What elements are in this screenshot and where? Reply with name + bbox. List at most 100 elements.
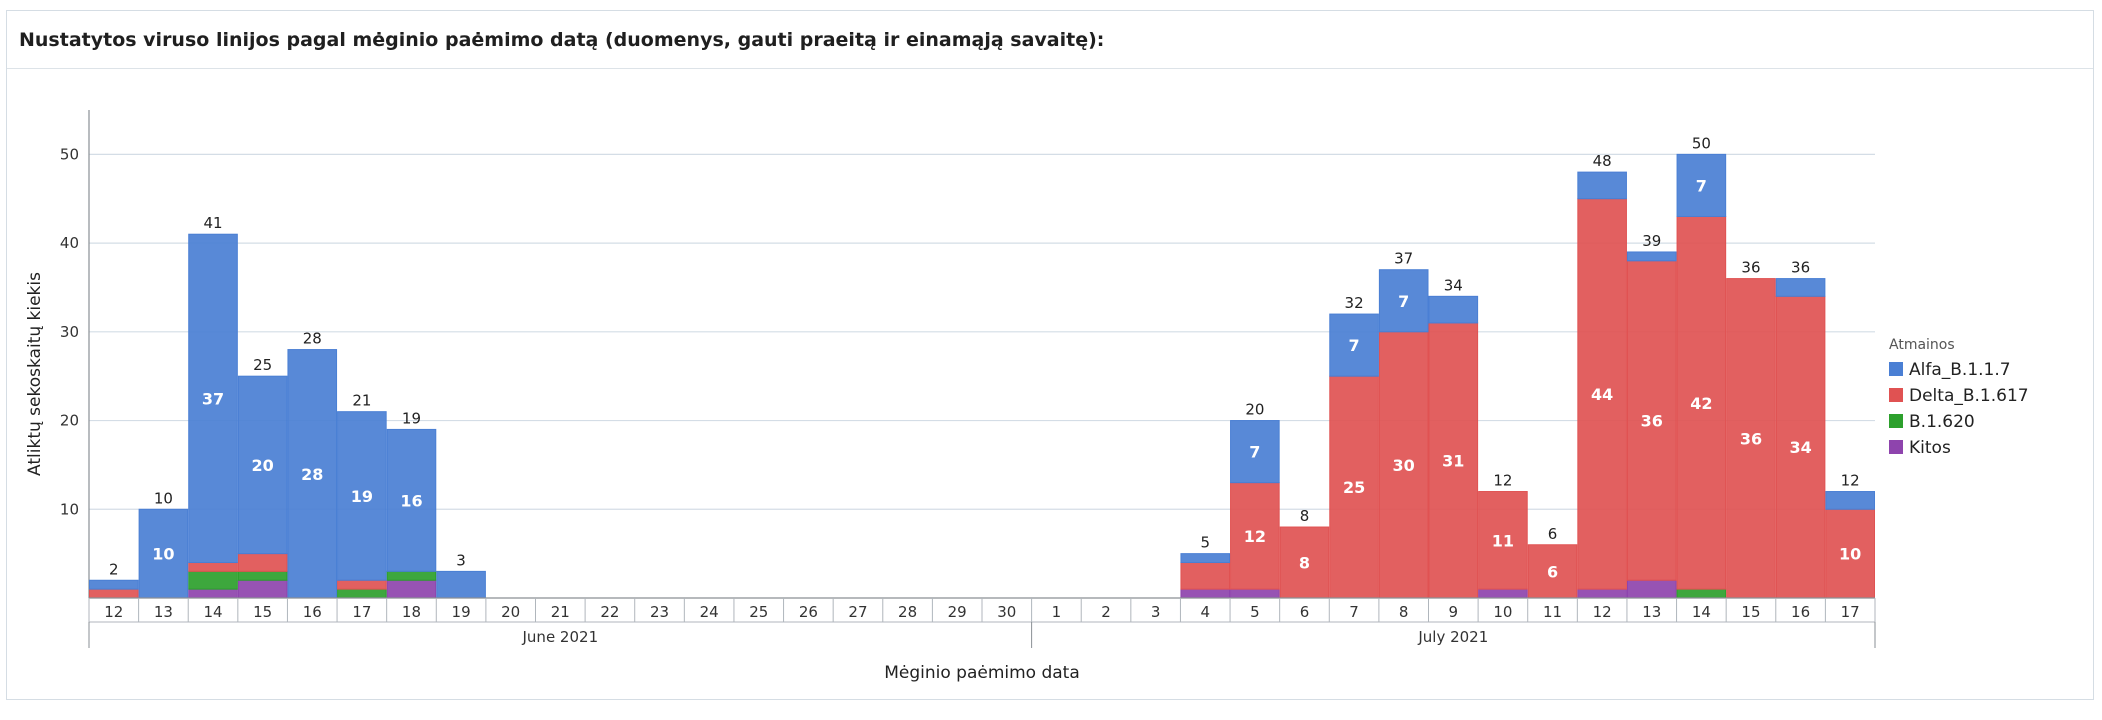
bar-segment bbox=[1180, 562, 1231, 590]
bar-segment-label: 19 bbox=[351, 487, 373, 506]
x-tick-label: 2 bbox=[1101, 603, 1111, 621]
bar-segment bbox=[1428, 295, 1479, 324]
bar-segment-label: 44 bbox=[1591, 385, 1613, 404]
x-tick-label: 9 bbox=[1449, 603, 1459, 621]
bar-segment-label: 25 bbox=[1343, 478, 1365, 497]
x-tick-label: 26 bbox=[799, 603, 818, 621]
x-tick-label: 23 bbox=[650, 603, 669, 621]
bar-total-label: 8 bbox=[1300, 507, 1310, 525]
bar-segment-label: 42 bbox=[1690, 394, 1712, 413]
bar-segment bbox=[1329, 375, 1379, 599]
bar-segment bbox=[337, 579, 387, 590]
bar-segment bbox=[237, 375, 288, 555]
bar-segment-label: 37 bbox=[202, 389, 224, 408]
bar-segment-label: 10 bbox=[1839, 545, 1861, 564]
x-tick-label: 4 bbox=[1200, 603, 1210, 621]
bar-segment bbox=[1230, 420, 1280, 484]
x-tick-label: 24 bbox=[700, 603, 719, 621]
bar-total-label: 36 bbox=[1741, 259, 1760, 277]
bar-total-label: 37 bbox=[1394, 250, 1413, 268]
panel-header: Nustatytos viruso linijos pagal mėginio … bbox=[7, 11, 2093, 69]
x-tick-label: 17 bbox=[352, 603, 371, 621]
x-tick-label: 29 bbox=[948, 603, 967, 621]
bar-segment-label: 7 bbox=[1249, 443, 1260, 462]
x-tick-label: 15 bbox=[253, 603, 272, 621]
bar-segment-label: 6 bbox=[1547, 562, 1558, 581]
x-tick-label: 22 bbox=[600, 603, 619, 621]
legend-item-label: B.1.620 bbox=[1909, 412, 1975, 432]
bar-total-label: 20 bbox=[1245, 401, 1264, 419]
bar-total-label: 3 bbox=[456, 551, 466, 569]
bar-segment bbox=[1626, 251, 1677, 262]
bar-segment bbox=[1329, 313, 1379, 377]
bar-segment-label: 28 bbox=[301, 465, 323, 484]
x-tick-label: 27 bbox=[848, 603, 867, 621]
bar-total-label: 39 bbox=[1642, 232, 1661, 250]
bar-total-label: 34 bbox=[1444, 276, 1463, 294]
bar-segment bbox=[1378, 331, 1429, 599]
bar-segment bbox=[237, 579, 288, 599]
bar-segment bbox=[1577, 171, 1627, 200]
bar-segment-label: 31 bbox=[1442, 451, 1464, 470]
bar-segment-label: 8 bbox=[1299, 554, 1310, 573]
legend-swatch bbox=[1889, 362, 1903, 376]
x-tick-label: 6 bbox=[1300, 603, 1310, 621]
bar-total-label: 32 bbox=[1345, 294, 1364, 312]
bar-segment bbox=[237, 553, 288, 572]
bar-segment bbox=[1478, 491, 1528, 590]
bar-segment bbox=[188, 570, 238, 590]
bar-segment bbox=[1626, 579, 1677, 599]
bar-segment bbox=[386, 579, 437, 599]
bar-segment-label: 11 bbox=[1492, 531, 1514, 550]
bar-segment bbox=[337, 411, 387, 581]
x-tick-label: 28 bbox=[898, 603, 917, 621]
x-tick-label: 12 bbox=[1593, 603, 1612, 621]
bar-segment bbox=[1180, 588, 1231, 599]
bar-segment-label: 7 bbox=[1349, 336, 1360, 355]
bar-segment-label: 36 bbox=[1641, 412, 1663, 431]
bar-segment bbox=[1230, 588, 1280, 599]
month-group-label: July 2021 bbox=[1417, 628, 1488, 646]
bar-segment bbox=[1577, 198, 1627, 590]
panel-title: Nustatytos viruso linijos pagal mėginio … bbox=[19, 28, 1105, 51]
bar-segment-label: 10 bbox=[152, 545, 174, 564]
month-group-label: June 2021 bbox=[522, 628, 599, 646]
bar-total-label: 50 bbox=[1692, 134, 1711, 152]
bar-segment bbox=[1676, 215, 1727, 590]
x-tick-label: 5 bbox=[1250, 603, 1260, 621]
bar-segment bbox=[188, 562, 238, 572]
bar-segment-label: 16 bbox=[400, 491, 422, 510]
bar-total-label: 41 bbox=[203, 214, 222, 232]
bar-segment bbox=[89, 579, 139, 590]
bar-segment bbox=[1577, 588, 1627, 599]
x-tick-label: 13 bbox=[1642, 603, 1661, 621]
bar-total-label: 21 bbox=[352, 392, 371, 410]
y-tick-label: 40 bbox=[60, 234, 79, 252]
x-tick-label: 18 bbox=[402, 603, 421, 621]
y-tick-label: 30 bbox=[60, 323, 79, 341]
bar-segment bbox=[386, 428, 437, 572]
legend-item-label: Delta_B.1.617 bbox=[1909, 386, 2029, 406]
y-tick-label: 10 bbox=[60, 500, 79, 518]
bar-segment bbox=[287, 349, 338, 599]
y-tick-label: 20 bbox=[60, 412, 79, 430]
bar-segment bbox=[1527, 544, 1578, 599]
legend-swatch bbox=[1889, 440, 1903, 454]
bar-segment bbox=[1180, 553, 1231, 564]
bar-total-label: 25 bbox=[253, 356, 272, 374]
bar-segment-label: 7 bbox=[1696, 176, 1707, 195]
x-axis-title: Mėginio paėmimo data bbox=[884, 663, 1080, 683]
bar-segment bbox=[1676, 153, 1727, 217]
legend-title: Atmainos bbox=[1889, 337, 1955, 353]
bar-total-label: 5 bbox=[1200, 534, 1210, 552]
bar-segment-label: 30 bbox=[1393, 456, 1415, 475]
legend-item-label: Alfa_B.1.1.7 bbox=[1909, 360, 2011, 380]
bar-segment bbox=[1378, 269, 1429, 333]
legend-swatch bbox=[1889, 414, 1903, 428]
x-tick-label: 19 bbox=[452, 603, 471, 621]
bar-segment-label: 12 bbox=[1244, 527, 1266, 546]
bar-segment bbox=[89, 588, 139, 599]
bar-segment-label: 20 bbox=[252, 456, 274, 475]
bar-segment bbox=[1478, 588, 1528, 599]
